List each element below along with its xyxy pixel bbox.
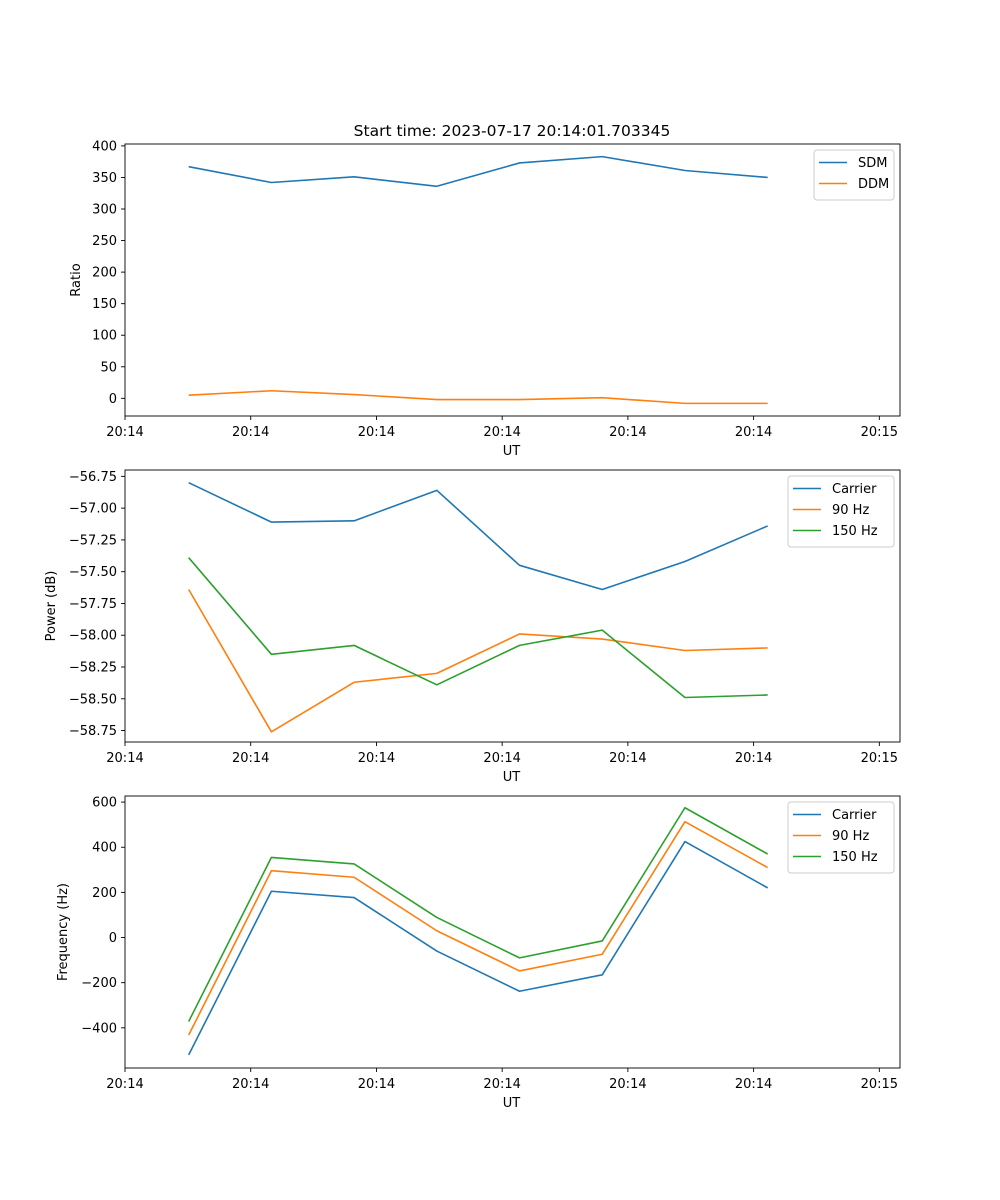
ratio-y-tick-label: 250 [92, 234, 117, 249]
frequency-x-tick-label: 20:15 [861, 1077, 898, 1092]
frequency-y-tick-label: 600 [92, 796, 117, 811]
frequency-series-line-90-hz [187, 820, 769, 1036]
ratio-x-tick-label: 20:14 [609, 425, 646, 440]
ratio-y-tick-label: 300 [92, 203, 117, 218]
frequency-series-line-carrier [187, 840, 769, 1056]
ratio-x-tick-label: 20:15 [861, 425, 898, 440]
ratio-x-tick-label: 20:14 [483, 425, 520, 440]
ratio-x-tick-label: 20:14 [232, 425, 269, 440]
frequency-chart: 20:14 20:14 20:14 20:14 20:14 20:14 20:15 −400 −… [56, 795, 901, 1111]
frequency-y-tick-label: 400 [92, 841, 117, 856]
power-y-tick-label: −57.75 [69, 597, 117, 612]
power-x-tick-label: 20:14 [232, 751, 269, 766]
frequency-legend-label: 90 Hz [832, 829, 869, 844]
ratio-x-tick-label: 20:14 [106, 425, 143, 440]
power-legend-label: 150 Hz [832, 524, 878, 539]
frequency-legend-box [787, 801, 895, 874]
power-axes-frame [124, 469, 901, 743]
frequency-legend-label: 150 Hz [832, 850, 878, 865]
frequency-y-tick-label: 200 [92, 886, 117, 901]
ratio-chart: 20:14 20:14 20:14 20:14 20:14 20:14 20:15 0 50 10… [69, 139, 901, 459]
ratio-y-tick-label: 400 [92, 139, 117, 154]
frequency-y-axis-label: Frequency (Hz) [56, 883, 71, 981]
power-series-line-carrier [188, 481, 768, 591]
ratio-y-tick-label: 200 [92, 266, 117, 281]
power-y-tick-label: −57.50 [69, 565, 117, 580]
power-y-tick-label: −57.00 [69, 502, 117, 517]
ratio-axes-frame [124, 143, 901, 417]
frequency-x-tick-label: 20:14 [609, 1077, 646, 1092]
ratio-y-tick-label: 100 [92, 329, 117, 344]
power-x-tick-label: 20:15 [861, 751, 898, 766]
ratio-y-tick-label: 350 [92, 171, 117, 186]
frequency-x-tick-label: 20:14 [483, 1077, 520, 1092]
ratio-legend-label: SDM [858, 156, 887, 171]
frequency-y-tick-label: 0 [109, 931, 117, 946]
ratio-y-tick-label: 0 [109, 392, 117, 407]
frequency-x-tick-label: 20:14 [358, 1077, 395, 1092]
frequency-x-tick-label: 20:14 [106, 1077, 143, 1092]
frequency-x-axis-label: UT [503, 1096, 521, 1111]
power-x-tick-label: 20:14 [358, 751, 395, 766]
frequency-x-tick-label: 20:14 [735, 1077, 772, 1092]
power-y-tick-label: −58.00 [69, 629, 117, 644]
ratio-y-tick-label: 50 [100, 360, 117, 375]
frequency-y-tick-label: −200 [81, 976, 117, 991]
ratio-legend-label: DDM [858, 177, 889, 192]
frequency-y-tick-label: −400 [81, 1021, 117, 1036]
power-legend-label: Carrier [832, 482, 877, 497]
power-x-tick-label: 20:14 [483, 751, 520, 766]
frequency-axes-frame [124, 795, 901, 1069]
power-y-tick-label: −57.25 [69, 533, 117, 548]
ratio-series-line-sdm [188, 155, 768, 188]
power-y-tick-label: −58.75 [69, 724, 117, 739]
frequency-x-tick-label: 20:14 [232, 1077, 269, 1092]
figure-title: Start time: 2023-07-17 20:14:01.703345 [354, 122, 671, 140]
ratio-x-axis-label: UT [503, 444, 521, 459]
ratio-y-tick-label: 150 [92, 297, 117, 312]
power-y-axis-label: Power (dB) [44, 571, 59, 642]
power-x-tick-label: 20:14 [609, 751, 646, 766]
ratio-x-tick-label: 20:14 [735, 425, 772, 440]
power-y-tick-label: −56.75 [69, 470, 117, 485]
power-y-tick-label: −58.25 [69, 661, 117, 676]
power-x-tick-label: 20:14 [106, 751, 143, 766]
power-chart: 20:14 20:14 20:14 20:14 20:14 20:14 20:15 −58.7… [44, 469, 901, 785]
power-x-tick-label: 20:14 [735, 751, 772, 766]
power-series-line-150-hz [188, 557, 768, 699]
power-series-line-90-hz [187, 589, 768, 733]
power-legend-label: 90 Hz [832, 503, 869, 518]
ratio-y-axis-label: Ratio [69, 263, 84, 296]
power-x-axis-label: UT [503, 770, 521, 785]
frequency-legend-label: Carrier [832, 808, 877, 823]
ratio-x-tick-label: 20:14 [358, 425, 395, 440]
power-y-tick-label: −58.50 [69, 692, 117, 707]
frequency-series-line-150-hz [187, 806, 769, 1022]
ratio-series-line-ddm [188, 389, 768, 405]
power-legend-box [787, 475, 895, 548]
